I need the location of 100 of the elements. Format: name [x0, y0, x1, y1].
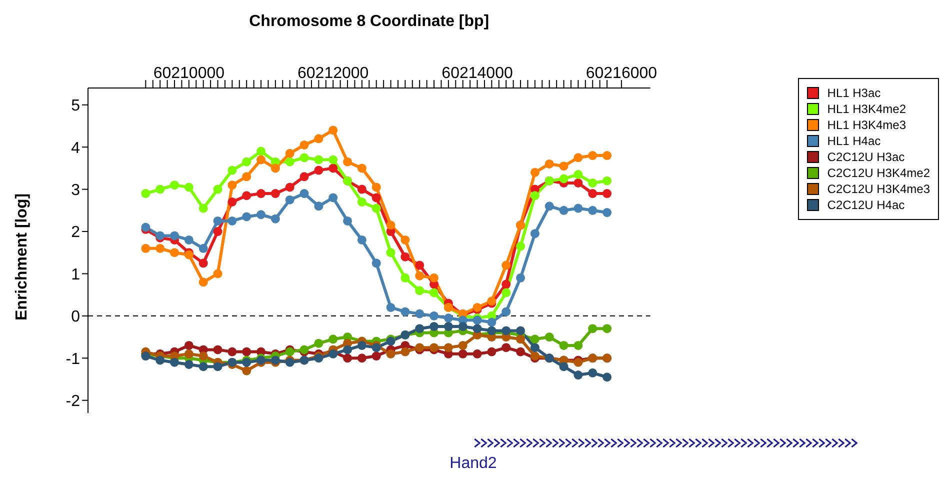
- point: [458, 340, 468, 350]
- point: [530, 168, 540, 177]
- point: [588, 151, 598, 160]
- y-tick-label: -2: [66, 393, 80, 410]
- point: [574, 178, 583, 188]
- legend-label: C2C12U H3K4me3: [827, 181, 930, 197]
- point: [228, 180, 237, 190]
- point: [487, 347, 496, 356]
- point: [530, 191, 540, 200]
- point: [198, 258, 208, 268]
- point: [430, 322, 439, 331]
- point: [400, 252, 410, 262]
- point: [386, 248, 396, 258]
- point: [198, 352, 208, 361]
- point: [602, 151, 612, 160]
- point: [602, 372, 612, 382]
- point: [184, 340, 194, 350]
- x-tick-label: 60212000: [298, 65, 369, 82]
- point: [170, 180, 180, 190]
- point: [198, 244, 208, 253]
- y-tick-label: -1: [66, 350, 80, 368]
- point: [213, 216, 222, 226]
- point: [357, 340, 366, 350]
- y-tick-label: 1: [71, 266, 80, 284]
- point: [472, 302, 482, 312]
- point: [400, 307, 410, 316]
- point: [400, 347, 410, 356]
- legend-label: HL1 H3K4me2: [827, 101, 906, 117]
- point: [588, 189, 598, 198]
- point: [270, 214, 280, 224]
- point: [588, 324, 598, 334]
- point: [256, 189, 266, 198]
- point: [530, 334, 540, 344]
- point: [357, 184, 366, 194]
- point: [415, 309, 424, 318]
- point: [314, 202, 324, 211]
- point: [574, 204, 583, 213]
- point: [516, 242, 526, 251]
- point: [502, 307, 511, 316]
- point: [256, 155, 266, 164]
- point: [386, 349, 396, 358]
- point: [314, 155, 324, 164]
- point: [574, 370, 583, 380]
- point: [559, 162, 568, 171]
- point: [156, 356, 165, 365]
- point: [343, 354, 352, 363]
- point: [300, 172, 309, 182]
- point: [516, 326, 526, 336]
- point: [314, 166, 324, 175]
- point: [256, 146, 266, 156]
- point: [444, 343, 453, 352]
- y-axis-title: Enrichment [log]: [14, 193, 31, 320]
- point: [472, 349, 482, 358]
- point: [400, 273, 410, 282]
- point: [242, 191, 252, 200]
- point: [228, 197, 237, 206]
- point: [285, 195, 294, 204]
- x-axis-title: Chromosome 8 Coordinate [bp]: [249, 13, 490, 30]
- point: [458, 349, 468, 358]
- point: [415, 286, 424, 296]
- point: [170, 248, 180, 258]
- point: [357, 197, 366, 206]
- y-tick-label: 4: [71, 140, 80, 157]
- point: [184, 360, 194, 369]
- point: [602, 176, 612, 186]
- point: [300, 153, 309, 162]
- point: [502, 288, 511, 298]
- point: [415, 324, 424, 334]
- point: [372, 193, 381, 202]
- point: [300, 189, 309, 198]
- point: [314, 134, 324, 144]
- point: [588, 206, 598, 215]
- point: [213, 184, 222, 194]
- point: [242, 366, 252, 376]
- legend-label: HL1 H3ac: [827, 85, 881, 101]
- point: [502, 343, 511, 352]
- point: [242, 347, 252, 356]
- point: [444, 322, 453, 331]
- point: [502, 280, 511, 289]
- legend-label: HL1 H3K4me3: [827, 117, 906, 133]
- y-tick-label: 5: [71, 98, 80, 115]
- point: [184, 182, 194, 192]
- point: [198, 278, 208, 287]
- y-tick-label: 0: [71, 308, 80, 326]
- point: [372, 258, 381, 268]
- point: [328, 155, 338, 164]
- point: [415, 260, 424, 270]
- point: [372, 182, 381, 192]
- point: [472, 324, 482, 334]
- point: [328, 193, 338, 202]
- point: [357, 235, 366, 244]
- legend-label: C2C12U H3ac: [827, 149, 905, 165]
- point: [516, 347, 526, 356]
- point: [343, 345, 352, 354]
- point: [213, 345, 222, 354]
- point: [544, 332, 554, 342]
- point: [602, 324, 612, 334]
- point: [170, 231, 180, 240]
- point: [559, 174, 568, 184]
- point: [574, 340, 583, 350]
